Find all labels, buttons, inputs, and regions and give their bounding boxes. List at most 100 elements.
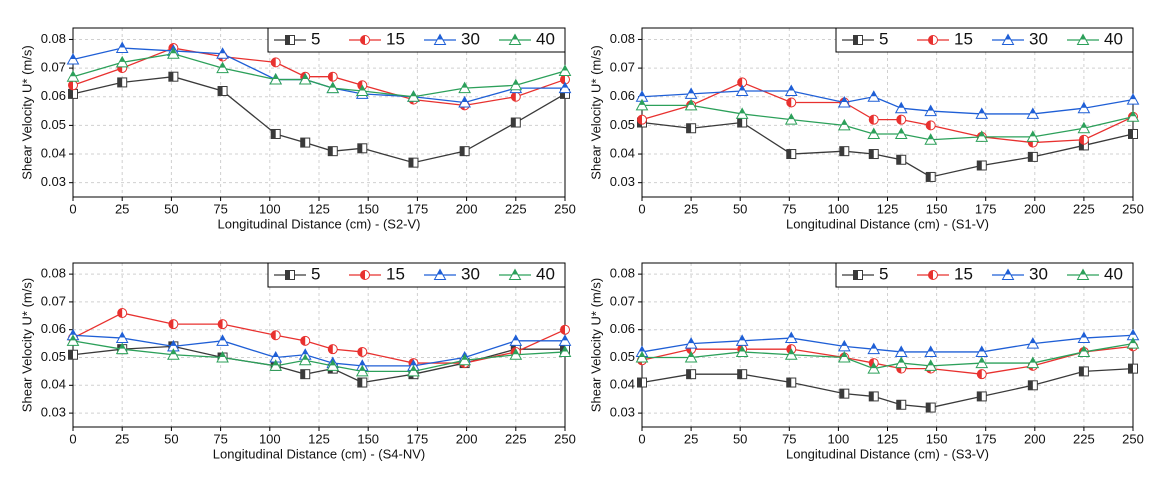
marker-fill	[1081, 346, 1087, 352]
marker-shape	[735, 84, 749, 97]
marker-fill	[1128, 364, 1133, 374]
marker-fill	[786, 149, 792, 159]
data-point	[300, 335, 311, 346]
data-point	[1026, 356, 1040, 369]
x-tick-label: 75	[213, 431, 227, 446]
legend-marker	[508, 33, 522, 45]
data-point	[66, 52, 80, 65]
marker-fill	[637, 115, 642, 125]
y-tick-label: 0.08	[610, 31, 635, 46]
y-tick-label: 0.08	[610, 266, 635, 281]
marker-fill	[788, 114, 795, 120]
marker-fill	[285, 270, 290, 280]
data-point	[217, 319, 228, 330]
marker-fill	[686, 369, 692, 379]
data-point	[1077, 345, 1091, 357]
data-point	[1077, 121, 1091, 134]
data-point	[117, 77, 128, 88]
marker-fill	[302, 74, 308, 80]
data-point	[784, 348, 798, 360]
y-axis-label: Shear Velocity U* (m/s)	[588, 278, 603, 412]
data-point	[217, 86, 228, 97]
marker-fill	[871, 91, 877, 97]
x-tick-label: 150	[357, 431, 379, 446]
legend-marker	[928, 35, 938, 45]
legend-label: 30	[461, 29, 480, 48]
marker-fill	[788, 85, 795, 91]
x-tick-label: 125	[877, 201, 899, 216]
marker-fill	[896, 155, 902, 165]
marker-shape	[509, 334, 523, 346]
marker-shape	[167, 47, 180, 59]
marker-fill	[927, 105, 934, 111]
data-point	[637, 114, 647, 125]
x-tick-label: 175	[975, 431, 997, 446]
data-point	[1026, 107, 1040, 119]
x-tick-label: 100	[259, 431, 281, 446]
x-tick-label: 225	[1073, 201, 1095, 216]
data-point	[896, 154, 907, 165]
data-point	[786, 149, 797, 160]
marker-fill	[871, 363, 877, 369]
x-tick-label: 75	[213, 201, 227, 216]
data-point	[326, 81, 340, 94]
marker-fill	[70, 71, 76, 77]
marker-shape	[509, 348, 523, 360]
data-point	[327, 71, 338, 82]
data-point	[975, 356, 989, 369]
data-point	[1128, 128, 1138, 139]
data-point	[270, 57, 281, 68]
x-tick-label: 25	[115, 431, 129, 446]
marker-fill	[688, 99, 694, 105]
marker-fill	[410, 360, 417, 366]
legend: 5 15 30 40	[835, 27, 1134, 53]
x-tick-label: 100	[828, 431, 850, 446]
data-point	[637, 377, 647, 388]
x-tick-label: 225	[1073, 431, 1095, 446]
marker-fill	[926, 403, 931, 413]
legend-label: 30	[1029, 29, 1048, 48]
marker-fill	[562, 346, 568, 352]
x-tick-label: 75	[782, 201, 796, 216]
x-tick-label: 150	[926, 431, 948, 446]
marker-shape	[684, 87, 698, 99]
data-point	[326, 359, 340, 371]
marker-fill	[68, 80, 73, 90]
legend-marker	[853, 270, 863, 280]
marker-fill	[737, 118, 743, 128]
marker-fill	[1130, 329, 1136, 335]
data-point	[686, 369, 697, 380]
marker-fill	[926, 120, 931, 130]
x-tick-label: 150	[357, 201, 379, 216]
marker-fill	[639, 99, 645, 105]
marker-fill	[1130, 94, 1136, 100]
legend-marker	[285, 270, 295, 280]
marker-shape	[558, 334, 572, 346]
data-point	[975, 130, 989, 142]
marker-fill	[869, 115, 874, 125]
marker-fill	[896, 115, 902, 125]
y-tick-label: 0.05	[610, 349, 635, 364]
x-tick-label: 50	[164, 201, 178, 216]
marker-fill	[359, 85, 366, 91]
marker-fill	[218, 86, 223, 96]
marker-fill	[560, 344, 565, 354]
x-tick-label: 50	[733, 201, 747, 216]
data-point	[216, 334, 229, 346]
legend-label: 15	[954, 29, 973, 48]
marker-fill	[460, 146, 465, 156]
marker-fill	[511, 118, 516, 128]
data-point	[68, 88, 78, 99]
data-point	[976, 369, 987, 380]
marker-fill	[68, 350, 73, 360]
x-tick-label: 25	[684, 201, 698, 216]
data-point	[270, 330, 281, 341]
marker-fill	[977, 160, 982, 170]
legend-marker	[360, 35, 370, 45]
y-tick-label: 0.07	[610, 293, 635, 308]
marker-fill	[512, 34, 518, 40]
data-point	[509, 334, 523, 346]
data-point	[408, 157, 419, 168]
data-point	[510, 117, 521, 128]
data-point	[867, 342, 881, 355]
